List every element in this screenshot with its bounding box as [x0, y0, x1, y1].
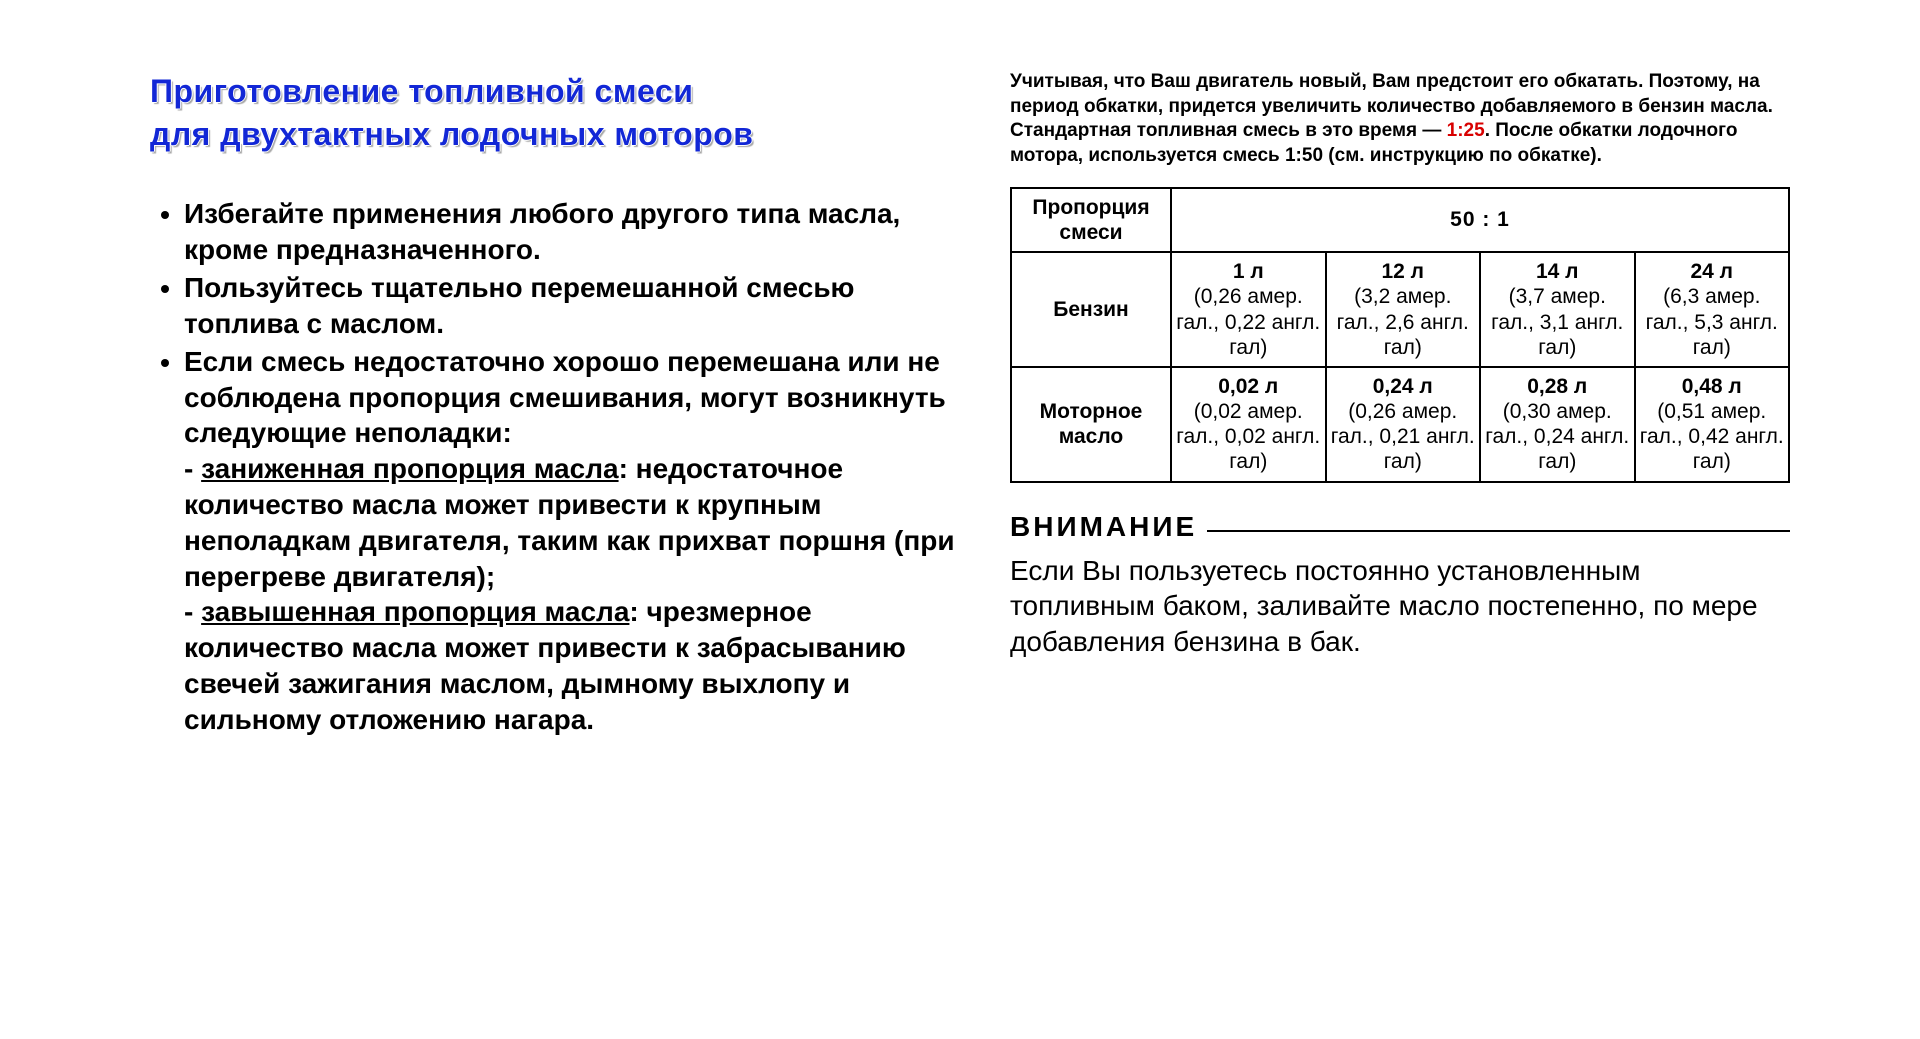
gasoline-cell-1: 12 л (3,2 амер. гал., 2,6 англ. гал) — [1326, 252, 1481, 367]
oil-0-sub: (0,02 амер. гал., 0,02 англ. гал) — [1176, 399, 1321, 475]
gasoline-2-sub: (3,7 амер. гал., 3,1 англ. гал) — [1485, 284, 1630, 360]
left-column: Приготовление топливной смеси для двухта… — [150, 70, 970, 740]
bullet-3: Если смесь недостаточно хорошо перемешан… — [184, 344, 970, 738]
gasoline-3-sub: (6,3 амер. гал., 5,3 англ. гал) — [1640, 284, 1785, 360]
gasoline-1-sub: (3,2 амер. гал., 2,6 англ. гал) — [1331, 284, 1476, 360]
intro-paragraph: Учитывая, что Ваш двигатель новый, Вам п… — [1010, 70, 1790, 169]
oil-3-main: 0,48 л — [1640, 374, 1785, 399]
gasoline-2-main: 14 л — [1485, 259, 1630, 284]
gasoline-label-cell: Бензин — [1011, 252, 1171, 367]
bullet-3-high: - завышенная пропорция масла: чрезмерное… — [184, 596, 906, 734]
attention-heading-text: ВНИМАНИЕ — [1010, 511, 1197, 543]
gasoline-3-main: 24 л — [1640, 259, 1785, 284]
oil-cell-3: 0,48 л (0,51 амер. гал., 0,42 англ. гал) — [1635, 367, 1790, 482]
attention-heading-line — [1207, 530, 1790, 532]
oil-0-main: 0,02 л — [1176, 374, 1321, 399]
bullet-list: Избегайте применения любого другого типа… — [150, 196, 970, 737]
gasoline-cell-0: 1 л (0,26 амер. гал., 0,22 англ. гал) — [1171, 252, 1326, 367]
right-column: Учитывая, что Ваш двигатель новый, Вам п… — [1010, 70, 1790, 660]
oil-cell-1: 0,24 л (0,26 амер. гал., 0,21 англ. гал) — [1326, 367, 1481, 482]
oil-cell-0: 0,02 л (0,02 амер. гал., 0,02 англ. гал) — [1171, 367, 1326, 482]
mix-ratio-table: Пропорция смеси 50 : 1 Бензин 1 л (0,26 … — [1010, 187, 1790, 483]
bullet-3-low-label: заниженная пропорция масла — [201, 453, 618, 484]
attention-block: ВНИМАНИЕ Если Вы пользуетесь постоянно у… — [1010, 511, 1790, 660]
bullet-3-head: Если смесь недостаточно хорошо перемешан… — [184, 346, 946, 449]
ratio-value-cell: 50 : 1 — [1171, 188, 1789, 252]
gasoline-0-sub: (0,26 амер. гал., 0,22 англ. гал) — [1176, 284, 1321, 360]
document-page: Приготовление топливной смеси для двухта… — [0, 0, 1920, 1039]
oil-3-sub: (0,51 амер. гал., 0,42 англ. гал) — [1640, 399, 1785, 475]
oil-2-main: 0,28 л — [1485, 374, 1630, 399]
document-title: Приготовление топливной смеси для двухта… — [150, 70, 970, 156]
gasoline-cell-3: 24 л (6,3 амер. гал., 5,3 англ. гал) — [1635, 252, 1790, 367]
table-row-gasoline: Бензин 1 л (0,26 амер. гал., 0,22 англ. … — [1011, 252, 1789, 367]
gasoline-0-main: 1 л — [1176, 259, 1321, 284]
title-line-2: для двухтактных лодочных моторов — [150, 116, 753, 152]
attention-body: Если Вы пользуетесь постоянно установлен… — [1010, 553, 1790, 660]
gasoline-1-main: 12 л — [1331, 259, 1476, 284]
bullet-3-low: - заниженная пропорция масла: недостаточ… — [184, 453, 955, 591]
attention-heading: ВНИМАНИЕ — [1010, 511, 1790, 543]
oil-label-cell: Моторное масло — [1011, 367, 1171, 482]
title-line-1: Приготовление топливной смеси — [150, 73, 693, 109]
gasoline-cell-2: 14 л (3,7 амер. гал., 3,1 англ. гал) — [1480, 252, 1635, 367]
oil-1-sub: (0,26 амер. гал., 0,21 англ. гал) — [1331, 399, 1476, 475]
bullet-1: Избегайте применения любого другого типа… — [184, 196, 970, 268]
bullet-3-high-label: завышенная пропорция масла — [201, 596, 629, 627]
mix-label-cell: Пропорция смеси — [1011, 188, 1171, 252]
table-row-header: Пропорция смеси 50 : 1 — [1011, 188, 1789, 252]
oil-2-sub: (0,30 амер. гал., 0,24 англ. гал) — [1485, 399, 1630, 475]
table-row-oil: Моторное масло 0,02 л (0,02 амер. гал., … — [1011, 367, 1789, 482]
bullet-2: Пользуйтесь тщательно перемешанной смесь… — [184, 270, 970, 342]
oil-cell-2: 0,28 л (0,30 амер. гал., 0,24 англ. гал) — [1480, 367, 1635, 482]
oil-1-main: 0,24 л — [1331, 374, 1476, 399]
intro-ratio: 1:25 — [1447, 120, 1485, 141]
